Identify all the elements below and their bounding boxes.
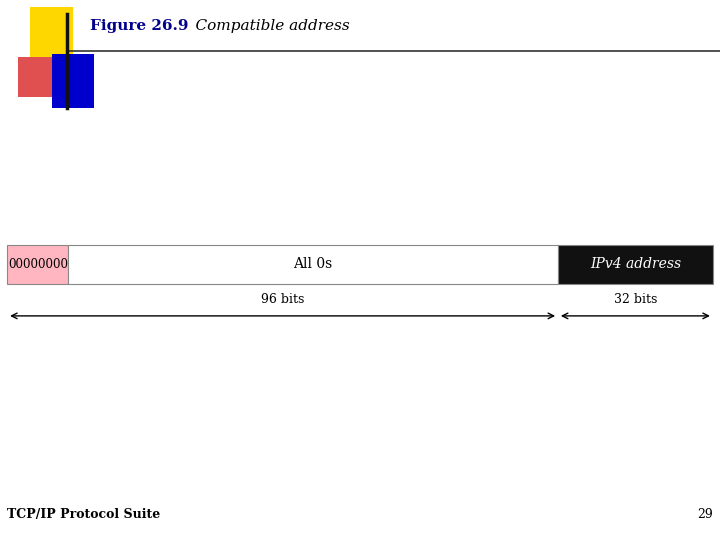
Bar xyxy=(558,245,713,284)
Text: TCP/IP Protocol Suite: TCP/IP Protocol Suite xyxy=(7,508,161,521)
Text: 00000000: 00000000 xyxy=(8,258,68,271)
Bar xyxy=(30,7,73,57)
Text: IPv4 address: IPv4 address xyxy=(590,257,681,271)
Bar xyxy=(52,54,94,108)
Bar xyxy=(7,245,68,284)
Text: Figure 26.9: Figure 26.9 xyxy=(90,19,189,33)
Text: All 0s: All 0s xyxy=(294,257,333,271)
Text: Compatible address: Compatible address xyxy=(176,19,350,33)
Bar xyxy=(68,245,558,284)
Text: 29: 29 xyxy=(697,508,713,521)
Text: 32 bits: 32 bits xyxy=(613,293,657,306)
Bar xyxy=(18,57,54,97)
Text: 96 bits: 96 bits xyxy=(261,293,305,306)
